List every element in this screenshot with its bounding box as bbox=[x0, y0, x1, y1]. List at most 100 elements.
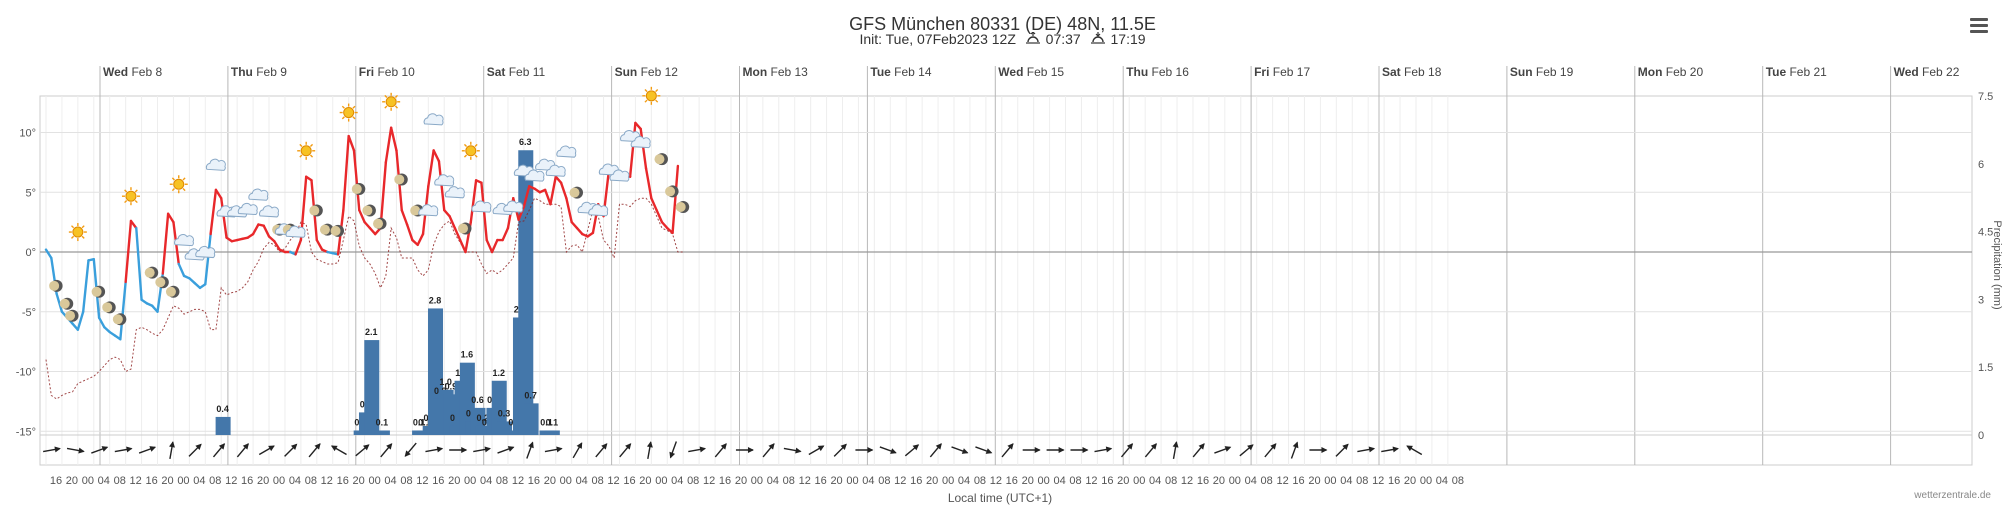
credit-link[interactable]: wetterzentrale.de bbox=[1914, 490, 1991, 501]
wind-arrow-icon bbox=[43, 446, 61, 453]
cloud-icon bbox=[524, 169, 545, 182]
x-axis-tick-label: 20 bbox=[544, 475, 556, 487]
moon-icon bbox=[59, 297, 74, 310]
precip-bar-label: 1.0 bbox=[439, 377, 452, 387]
temperature-line-segment bbox=[575, 226, 584, 236]
temperature-line-segment bbox=[389, 126, 398, 152]
temperature-line-segment bbox=[161, 212, 170, 275]
moon-icon bbox=[394, 173, 408, 186]
temperature-line-segment bbox=[458, 238, 467, 254]
x-axis-tick-label: 20 bbox=[926, 475, 938, 487]
precip-bar-label: 1.2 bbox=[492, 368, 505, 378]
x-axis-tick-label: 00 bbox=[655, 475, 667, 487]
day-label: Tue Feb 14 bbox=[870, 65, 931, 79]
wind-arrow-icon bbox=[212, 443, 226, 458]
x-axis-tick-label: 04 bbox=[98, 475, 110, 487]
x-axis-tick-label: 20 bbox=[1117, 475, 1129, 487]
cloud-icon bbox=[237, 202, 258, 216]
wind-arrow-icon bbox=[783, 447, 802, 454]
wind-arrow-icon bbox=[929, 443, 942, 458]
precip-bar bbox=[364, 340, 380, 435]
wind-arrow-icon bbox=[114, 446, 133, 453]
x-axis-tick-label: 20 bbox=[1213, 475, 1225, 487]
wind-arrow-icon bbox=[526, 441, 534, 459]
y-axis-tick-label: 5° bbox=[25, 187, 36, 199]
wind-arrow-icon bbox=[595, 443, 608, 458]
chart-menu-button[interactable] bbox=[1970, 18, 1988, 34]
x-axis-tick-label: 04 bbox=[576, 475, 588, 487]
wind-arrow-icon bbox=[1120, 443, 1134, 458]
temperature-line-segment bbox=[448, 214, 457, 230]
wind-arrow-icon bbox=[762, 443, 775, 458]
precip-bar bbox=[475, 425, 491, 435]
x-axis-tick-label: 20 bbox=[1404, 475, 1416, 487]
wind-arrow-icon bbox=[330, 445, 347, 456]
wind-arrow-icon bbox=[688, 446, 707, 453]
moon-icon bbox=[457, 222, 472, 235]
y-axis-tick-label: 0° bbox=[25, 247, 36, 259]
x-axis-tick-label: 04 bbox=[193, 475, 205, 487]
cloud-icon bbox=[248, 188, 269, 201]
temperature-line-segment bbox=[384, 126, 393, 164]
x-axis-tick-label: 00 bbox=[1324, 475, 1336, 487]
moon-icon bbox=[330, 224, 345, 237]
x-axis-tick-label: 16 bbox=[1101, 475, 1113, 487]
wind-arrow-icon bbox=[879, 446, 897, 454]
temperature-line-segment bbox=[565, 197, 573, 224]
y-axis-tick-label: -5° bbox=[22, 307, 36, 319]
precip-bar bbox=[544, 430, 560, 435]
x-axis-tick-label: 00 bbox=[1133, 475, 1145, 487]
x-axis-tick-label: 12 bbox=[321, 475, 333, 487]
moon-icon bbox=[319, 223, 334, 236]
day-label: Sun Feb 12 bbox=[615, 65, 679, 79]
day-label: Mon Feb 20 bbox=[1638, 65, 1704, 79]
precip-bar-label: 0.4 bbox=[216, 404, 229, 414]
cloud-icon bbox=[259, 205, 279, 218]
y2-axis-tick-label: 7.5 bbox=[1978, 91, 1993, 103]
plot-area bbox=[39, 95, 1973, 466]
temperature-line-segment bbox=[76, 310, 85, 331]
cloud-icon bbox=[444, 186, 465, 199]
moon-icon bbox=[569, 186, 583, 199]
temperature-line-segment bbox=[469, 179, 478, 224]
x-axis-tick-label: 04 bbox=[1149, 475, 1161, 487]
moon-icon bbox=[91, 285, 106, 298]
x-axis-tick-label: 12 bbox=[894, 475, 906, 487]
x-axis-tick-label: 04 bbox=[289, 475, 301, 487]
x-axis-tick-label: 16 bbox=[815, 475, 827, 487]
x-axis-tick-label: 20 bbox=[1022, 475, 1034, 487]
wind-arrow-icon bbox=[544, 446, 563, 453]
wind-arrow-icon bbox=[1309, 447, 1328, 453]
temperature-line-segment bbox=[97, 316, 106, 329]
sun-icon bbox=[68, 223, 87, 242]
day-label: Wed Feb 8 bbox=[103, 65, 162, 79]
x-axis-tick-label: 04 bbox=[1245, 475, 1257, 487]
temperature-line-segment bbox=[671, 164, 680, 235]
x-axis-tick-label: 12 bbox=[512, 475, 524, 487]
temperature-line-segment bbox=[400, 208, 409, 226]
x-axis-tick-label: 12 bbox=[130, 475, 142, 487]
y2-axis-tick-label: 0 bbox=[1978, 430, 1984, 442]
wind-arrow-icon bbox=[236, 443, 249, 458]
x-axis-tick-label: 04 bbox=[862, 475, 874, 487]
sun-icon bbox=[642, 86, 661, 105]
moon-icon bbox=[654, 153, 668, 166]
sunrise-icon bbox=[1025, 31, 1040, 47]
x-axis-tick-label: 08 bbox=[114, 475, 126, 487]
sun-icon bbox=[382, 92, 401, 111]
x-axis-tick-label: 20 bbox=[448, 475, 460, 487]
temperature-line-segment bbox=[405, 223, 414, 242]
x-axis-tick-label: 12 bbox=[799, 475, 811, 487]
precip-bar bbox=[374, 430, 390, 435]
x-axis-tick-label: 00 bbox=[273, 475, 285, 487]
wind-arrow-icon bbox=[1214, 446, 1232, 454]
temperature-line-segment bbox=[549, 175, 557, 206]
x-axis-tick-label: 08 bbox=[400, 475, 412, 487]
temperature-line-segment bbox=[262, 224, 271, 238]
x-axis-tick-label: 04 bbox=[767, 475, 779, 487]
x-axis-tick-label: 08 bbox=[783, 475, 795, 487]
precip-bar-label: 0.1 bbox=[546, 417, 559, 427]
x-axis-tick-label: 08 bbox=[1261, 475, 1273, 487]
wind-arrow-icon bbox=[1022, 447, 1041, 453]
